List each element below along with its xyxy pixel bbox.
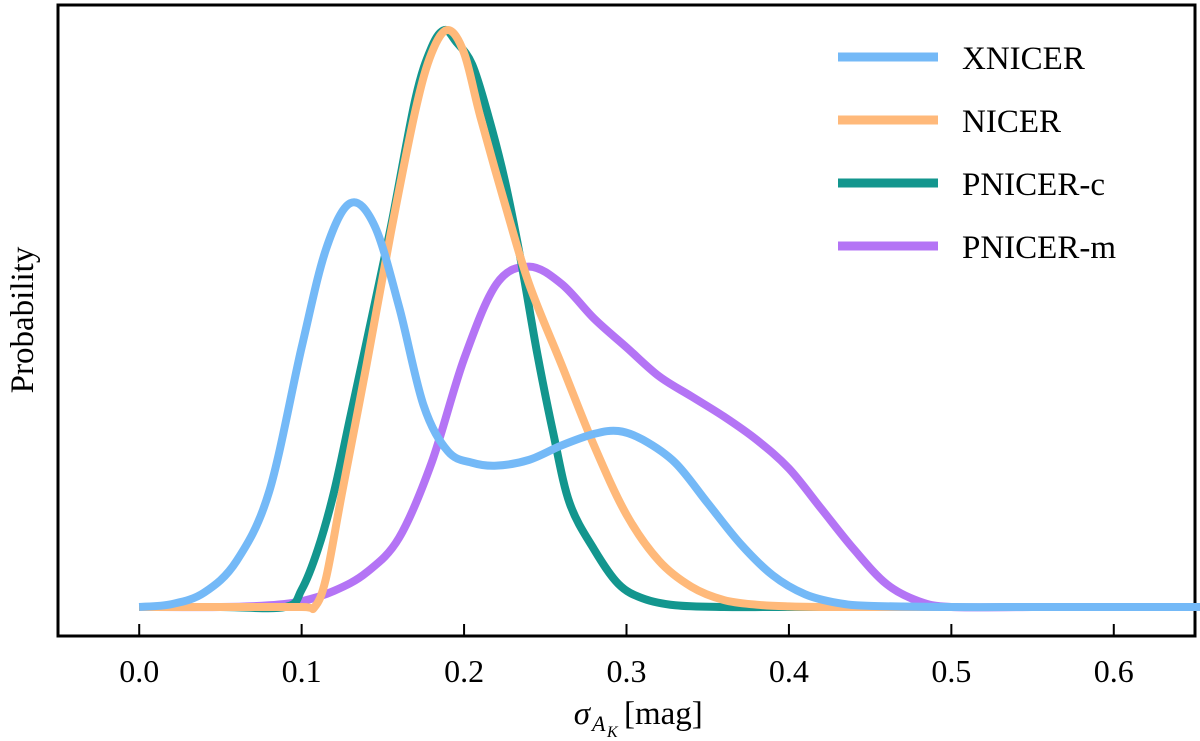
- y-axis-label: Probability: [5, 246, 41, 393]
- series-line-nicer: [139, 26, 952, 614]
- x-ticks: 0.0 0.1 0.2 0.3 0.4 0.5 0.6: [119, 624, 1134, 689]
- x-tick-label: 0.6: [1094, 653, 1134, 689]
- x-axis-label-subsubscript: K: [606, 724, 619, 741]
- legend: XNICER NICER PNICER-c PNICER-m: [838, 41, 1116, 266]
- x-tick-label: 0.3: [607, 653, 647, 689]
- legend-label-nicer: NICER: [962, 104, 1061, 140]
- x-axis-label-unit: [mag]: [624, 696, 703, 732]
- x-tick-label: 0.4: [769, 653, 809, 689]
- series-line-pnicer-m: [139, 262, 1033, 612]
- x-tick-label: 0.2: [444, 653, 484, 689]
- series-layer: [138, 25, 1200, 614]
- legend-label-xnicer: XNICER: [962, 41, 1085, 77]
- x-axis-label-subscript: A: [590, 711, 606, 736]
- x-tick-label: 0.1: [282, 653, 322, 689]
- x-tick-label: 0.5: [931, 653, 971, 689]
- plot-frame: [56, 3, 1197, 638]
- x-axis-label-symbol: σ: [574, 696, 592, 732]
- series-line-xnicer: [138, 198, 1200, 612]
- x-axis-label: σ A K [mag]: [574, 696, 703, 741]
- series-line-pnicer-c: [139, 25, 952, 613]
- x-tick-label: 0.0: [119, 653, 159, 689]
- legend-label-pnicer-m: PNICER-m: [962, 230, 1116, 266]
- legend-label-pnicer-c: PNICER-c: [962, 167, 1105, 203]
